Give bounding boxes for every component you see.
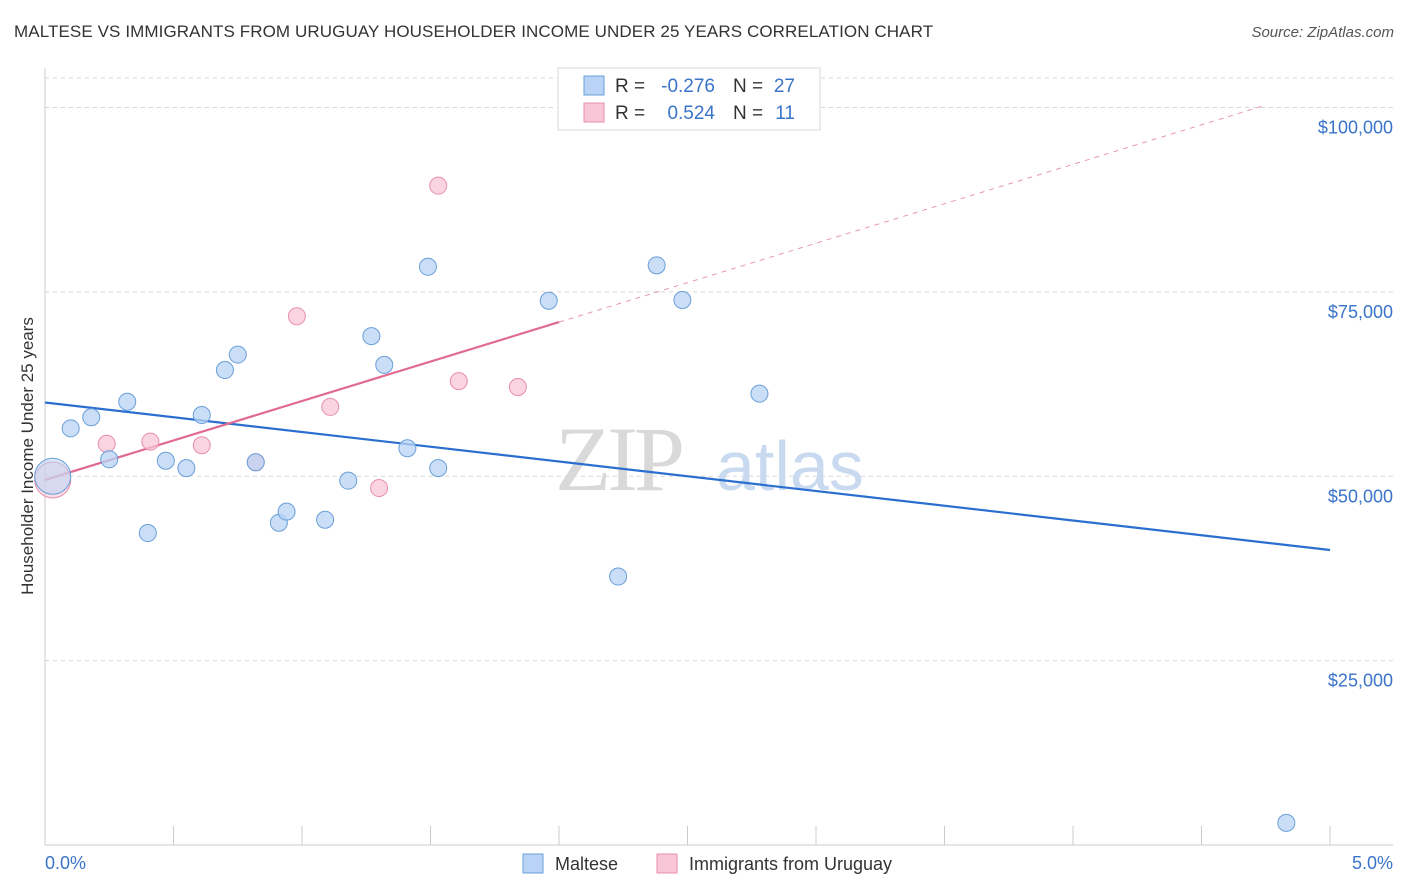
point-maltese-9 <box>215 361 234 380</box>
legend-maltese-n-label: N = <box>733 76 763 97</box>
point-maltese-23 <box>647 256 666 275</box>
point-maltese-15 <box>339 471 358 490</box>
point-maltese-16 <box>362 327 381 346</box>
point-maltese-2 <box>82 408 101 427</box>
point-maltese-8 <box>192 406 211 425</box>
watermark: ZIP atlas <box>555 408 864 510</box>
point-maltese-21 <box>539 291 558 310</box>
point-uruguay-10 <box>508 378 527 397</box>
data-points <box>34 176 1296 832</box>
x-tick-label-min: 0.0% <box>45 853 86 873</box>
source-label: Source: ZipAtlas.com <box>1251 24 1394 41</box>
legend-top: R = -0.276 N = 27 R = 0.524 N = 11 <box>557 67 821 131</box>
point-maltese-6 <box>156 451 175 470</box>
legend-bottom-uruguay-swatch <box>656 853 678 874</box>
point-uruguay-6 <box>321 397 340 416</box>
point-uruguay-9 <box>449 372 468 391</box>
point-maltese-20 <box>429 459 448 478</box>
point-uruguay-3 <box>192 436 211 455</box>
legend-uruguay-n-label: N = <box>733 103 763 124</box>
point-maltese-7 <box>177 459 196 478</box>
legend-maltese-n-value: 27 <box>774 76 795 97</box>
point-uruguay-5 <box>287 307 306 326</box>
point-maltese-19 <box>418 257 437 276</box>
y-tick-label-3: $100,000 <box>1318 118 1393 138</box>
point-maltese-3 <box>100 450 119 469</box>
y-tick-label-0: $25,000 <box>1328 671 1393 691</box>
legend-uruguay-swatch <box>583 102 605 123</box>
legend-bottom-maltese-swatch <box>522 853 544 874</box>
chart-title: MALTESE VS IMMIGRANTS FROM URUGUAY HOUSE… <box>14 22 934 41</box>
point-maltese-14 <box>316 510 335 529</box>
legend-bottom-uruguay-label: Immigrants from Uruguay <box>689 854 892 874</box>
point-maltese-17 <box>375 355 394 374</box>
watermark-atlas: atlas <box>716 427 864 505</box>
point-maltese-4 <box>118 392 137 411</box>
point-uruguay-8 <box>429 176 448 195</box>
legend-bottom-maltese-label: Maltese <box>555 854 618 874</box>
y-tick-label-1: $50,000 <box>1328 486 1393 506</box>
point-maltese-1 <box>61 419 80 438</box>
legend-uruguay-r-label: R = <box>615 103 645 124</box>
legend-bottom: Maltese Immigrants from Uruguay <box>522 853 892 874</box>
watermark-zip: ZIP <box>555 408 682 510</box>
point-maltese-22 <box>609 567 628 586</box>
point-maltese-0 <box>34 457 72 495</box>
point-maltese-11 <box>246 453 265 472</box>
point-maltese-18 <box>398 439 417 458</box>
point-maltese-5 <box>138 524 157 543</box>
axes <box>44 68 1393 846</box>
point-maltese-13 <box>277 502 296 521</box>
point-uruguay-7 <box>370 479 389 498</box>
point-uruguay-1 <box>97 434 116 453</box>
legend-maltese-r-label: R = <box>615 76 645 97</box>
trend-line-uruguay-solid <box>44 321 560 481</box>
legend-maltese-r-value: -0.276 <box>661 76 715 97</box>
legend-maltese-swatch <box>583 75 605 96</box>
trend-lines <box>44 104 1331 552</box>
grid-lines <box>45 77 1395 662</box>
y-tick-label-2: $75,000 <box>1328 302 1393 322</box>
point-maltese-25 <box>750 384 769 403</box>
y-axis-label: Householder Income Under 25 years <box>18 317 37 595</box>
trend-line-uruguay-dashed <box>558 104 1266 323</box>
point-maltese-10 <box>228 345 247 364</box>
legend-uruguay-r-value: 0.524 <box>667 103 715 124</box>
point-uruguay-2 <box>141 432 160 451</box>
x-tick-label-max: 5.0% <box>1352 853 1393 873</box>
point-maltese-26 <box>1277 813 1296 832</box>
axis-labels: $25,000 $50,000 $75,000 $100,000 0.0% 5.0% Hou… <box>18 118 1393 874</box>
point-maltese-24 <box>673 290 692 309</box>
legend-uruguay-n-value: 11 <box>775 103 795 124</box>
trend-line-maltese <box>44 401 1331 552</box>
